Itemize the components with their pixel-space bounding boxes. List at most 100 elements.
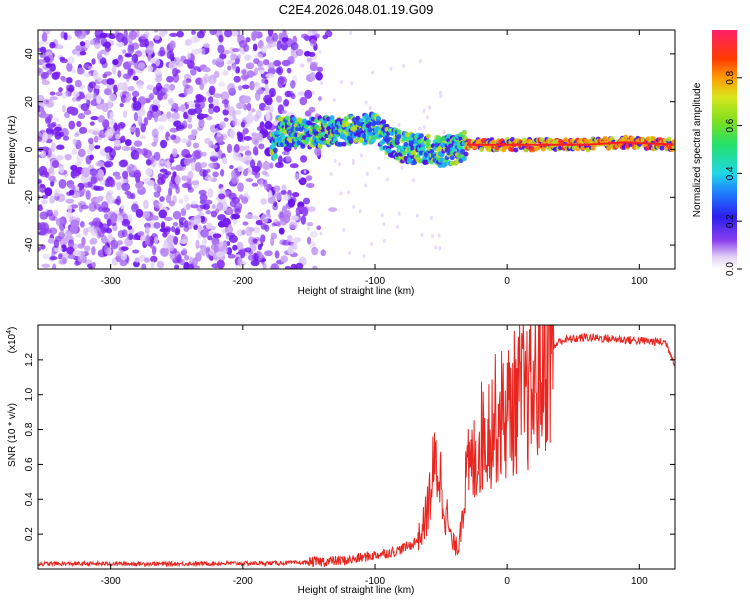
noise-cell <box>275 95 283 103</box>
noise-cell <box>282 214 291 224</box>
noise-cell <box>368 106 372 111</box>
noise-cell <box>137 83 144 90</box>
noise-cell <box>227 224 233 233</box>
noise-cell <box>117 240 123 246</box>
noise-cell <box>254 82 260 87</box>
noise-cell <box>77 113 86 120</box>
noise-cell <box>244 150 252 157</box>
noise-cell <box>166 234 175 245</box>
noise-cell <box>309 63 318 72</box>
noise-cell <box>45 63 53 68</box>
noise-cell <box>251 165 261 173</box>
noise-cell <box>250 259 260 267</box>
noise-cell <box>51 160 60 168</box>
signal-cell <box>461 156 467 162</box>
noise-cell <box>157 50 166 57</box>
noise-cell <box>77 148 86 158</box>
y-tick-label: 0.6 <box>24 457 35 471</box>
noise-cell <box>128 30 138 40</box>
noise-cell <box>38 99 47 107</box>
noise-cell <box>228 59 236 64</box>
noise-cell <box>148 92 155 101</box>
chart-title: C2E4.2026.048.01.19.G09 <box>279 2 434 17</box>
noise-cell <box>87 148 92 155</box>
noise-cell <box>233 169 241 178</box>
noise-cell <box>112 65 117 75</box>
noise-cell <box>197 48 203 53</box>
noise-cell <box>135 181 144 190</box>
noise-cell <box>237 256 243 267</box>
noise-cell <box>162 231 168 238</box>
noise-cell <box>308 106 316 113</box>
noise-cell <box>159 168 168 173</box>
noise-cell <box>97 115 106 123</box>
noise-cell <box>286 90 295 98</box>
noise-cell <box>75 45 83 52</box>
x-tick-label: -200 <box>233 576 253 587</box>
x-tick-label: 100 <box>631 276 648 287</box>
noise-cell <box>213 70 220 79</box>
snr-line-layer <box>38 325 675 568</box>
noise-cell <box>237 53 242 59</box>
noise-cell <box>275 67 282 74</box>
noise-cell <box>181 148 191 158</box>
y-tick-label: 20 <box>24 96 35 108</box>
signal-cell <box>666 136 672 142</box>
noise-cell <box>139 134 147 140</box>
noise-cell <box>38 187 45 193</box>
noise-cell <box>226 143 233 154</box>
noise-cell <box>369 242 373 247</box>
noise-cell <box>74 260 80 266</box>
noise-cell <box>46 102 54 108</box>
noise-cell <box>359 153 363 158</box>
noise-cell <box>38 178 42 184</box>
noise-cell <box>178 198 184 204</box>
signal-cell <box>272 147 278 153</box>
noise-cell <box>214 127 219 134</box>
noise-cell <box>267 196 277 204</box>
noise-cell <box>212 171 219 178</box>
noise-cell <box>172 221 179 227</box>
noise-cell <box>176 30 184 38</box>
noise-cell <box>253 253 259 261</box>
noise-cell <box>306 182 315 189</box>
x-tick-label: -100 <box>365 276 385 287</box>
noise-cell <box>152 86 160 96</box>
noise-cell <box>134 50 142 58</box>
x-tick-label: -200 <box>233 276 253 287</box>
noise-cell <box>219 121 226 129</box>
noise-cell <box>427 105 431 110</box>
snr-frame <box>37 324 676 570</box>
spectrogram-heatmap <box>38 30 675 269</box>
y-tick-label: 40 <box>24 48 35 60</box>
noise-cell <box>54 126 62 132</box>
noise-cell <box>214 208 220 215</box>
noise-cell <box>207 176 213 181</box>
noise-cell <box>227 65 232 71</box>
noise-cell <box>133 111 139 122</box>
noise-cell <box>237 182 244 193</box>
noise-cell <box>280 190 287 195</box>
noise-cell <box>64 153 72 161</box>
noise-cell <box>162 172 169 179</box>
noise-cell <box>293 173 302 181</box>
noise-cell <box>295 262 304 269</box>
noise-cell <box>141 49 147 58</box>
noise-cell <box>121 229 128 238</box>
noise-cell <box>63 231 72 239</box>
noise-cell <box>154 30 159 33</box>
noise-cell <box>329 172 333 177</box>
noise-cell <box>134 257 140 263</box>
noise-cell <box>380 213 384 218</box>
noise-cell <box>362 254 366 259</box>
noise-cell <box>97 76 103 83</box>
signal-cell <box>396 129 402 135</box>
noise-cell <box>273 185 281 192</box>
noise-cell <box>255 219 263 226</box>
noise-cell <box>172 210 182 220</box>
snr-panel: -300 -200 -100 0 100 0.2 0.4 0.6 0.8 1.0 1.2 Heig… <box>6 324 676 596</box>
noise-cell <box>222 70 229 76</box>
noise-cell <box>202 236 207 247</box>
noise-cell <box>207 188 214 198</box>
noise-cell <box>243 135 252 141</box>
